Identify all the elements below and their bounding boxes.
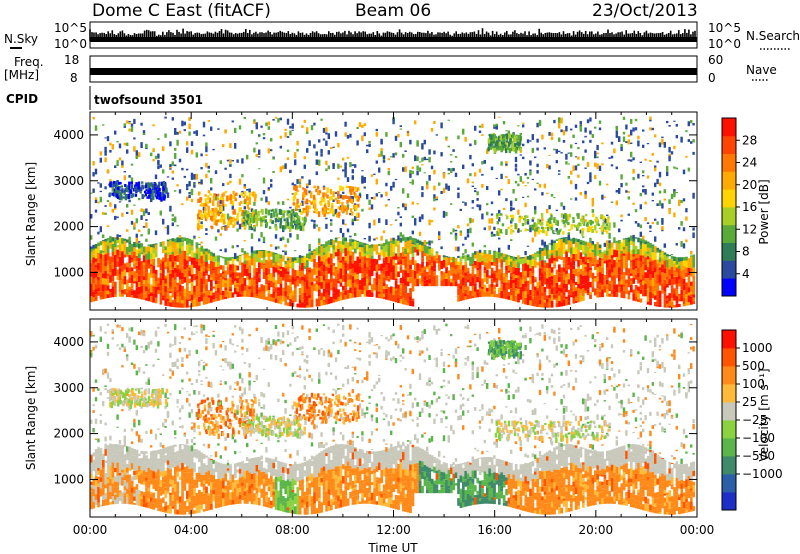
velocity-panel: 1000 2000 3000 4000 00:00 04:00 08:00 12:00 16:… <box>24 318 715 554</box>
y-tick-label: 3000 <box>53 174 84 188</box>
y-tick-label: 4000 <box>53 335 84 349</box>
cpid-panel: CPID twofsound 3501 <box>6 86 203 110</box>
x-tick-label: 00:00 <box>73 523 108 537</box>
beam-label: Beam 06 <box>355 1 431 21</box>
colorbar-tick-label: 500 <box>742 359 765 373</box>
colorbar-tick-label: 4 <box>742 267 750 281</box>
power-colorbar: 4 8 12 16 20 24 28 <box>721 117 757 297</box>
velocity-x-ticks: 00:00 04:00 08:00 12:00 16:00 20:00 00:00 <box>73 319 715 537</box>
colorbar-tick-label: 25 <box>742 395 757 409</box>
velocity-xlabel: Time UT <box>367 541 418 554</box>
freq-tick-top: 18 <box>64 53 79 67</box>
colorbar-tick-label: −1000 <box>742 467 783 481</box>
colorbar-tick-label: 12 <box>742 222 757 236</box>
colorbar-tick-label: 16 <box>742 200 757 214</box>
colorbar-tick-label: 100 <box>742 377 765 391</box>
x-tick-label: 00:00 <box>680 523 715 537</box>
velocity-colorbar: 1000 500 100 25 −25 −100 −500 −1000 <box>721 329 783 511</box>
velocity-data-field <box>90 323 696 515</box>
power-colorbar-label: Power [dB] <box>757 179 771 244</box>
nsearch-tick-bottom: 10^0 <box>708 37 741 51</box>
power-ylabel: Slant Range [km] <box>24 162 38 266</box>
title: Dome C East (fitACF) <box>92 1 271 21</box>
colorbar-tick-label: 1000 <box>742 341 773 355</box>
y-tick-label: 2000 <box>53 427 84 441</box>
colorbar-tick-label: 28 <box>742 133 757 147</box>
colorbar-tick-label: 24 <box>742 156 757 170</box>
x-tick-label: 08:00 <box>275 523 310 537</box>
y-tick-label: 4000 <box>53 128 84 142</box>
power-data-field <box>90 116 696 308</box>
nave-label: Nave <box>746 63 777 77</box>
nsky-panel: N.Sky 10^5 10^0 10^5 10^0 N.Search <box>4 21 800 51</box>
nave-tick-top: 60 <box>708 53 723 67</box>
nave-tick-bottom: 0 <box>708 71 716 85</box>
colorbar-tick-label: −25 <box>742 413 767 427</box>
x-tick-label: 20:00 <box>579 523 614 537</box>
colorbar-tick-label: −500 <box>742 449 775 463</box>
y-tick-label: 2000 <box>53 220 84 234</box>
cpid-label: CPID <box>6 92 38 106</box>
nsky-label: N.Sky <box>4 32 38 46</box>
nsky-tick-bottom: 10^0 <box>54 37 87 51</box>
velocity-colorbar-label: Velocity [m s⁻¹] <box>757 368 771 461</box>
colorbar-tick-label: 8 <box>742 245 750 259</box>
freq-label-2: [MHz] <box>4 68 39 82</box>
nsearch-tick-top: 10^5 <box>708 21 741 35</box>
nsky-trace <box>89 28 697 42</box>
colorbar-tick-label: −100 <box>742 431 775 445</box>
power-y-ticks: 1000 2000 3000 4000 <box>53 128 697 279</box>
freq-tick-bottom: 8 <box>70 71 78 85</box>
freq-trace <box>90 68 697 75</box>
x-tick-label: 16:00 <box>477 523 512 537</box>
power-panel: 1000 2000 3000 4000 Slant Range [km] <box>24 111 698 311</box>
velocity-y-ticks: 1000 2000 3000 4000 <box>53 335 697 486</box>
power-x-ticks <box>89 112 698 310</box>
colorbar-tick-label: 20 <box>742 178 757 192</box>
x-tick-label: 04:00 <box>174 523 209 537</box>
cpid-value: twofsound 3501 <box>94 93 203 107</box>
nsky-tick-top: 10^5 <box>54 21 87 35</box>
date-label: 23/Oct/2013 <box>592 1 698 21</box>
y-tick-label: 3000 <box>53 381 84 395</box>
freq-panel: Freq. [MHz] 18 8 60 0 Nave <box>4 53 777 85</box>
y-tick-label: 1000 <box>53 472 84 486</box>
nsearch-label: N.Search <box>746 29 800 43</box>
velocity-ylabel: Slant Range [km] <box>24 366 38 470</box>
y-tick-label: 1000 <box>53 265 84 279</box>
freq-label-1: Freq. <box>14 55 44 69</box>
x-tick-label: 12:00 <box>376 523 411 537</box>
